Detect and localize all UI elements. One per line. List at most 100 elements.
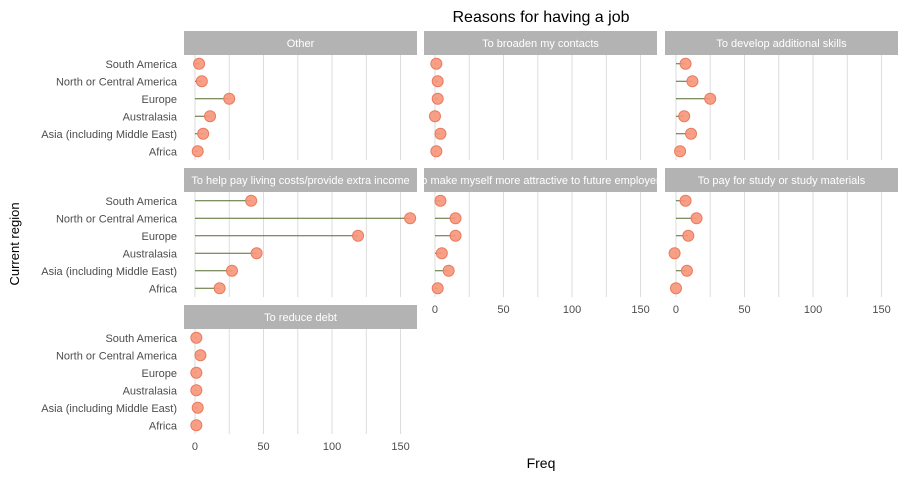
panel-to-pay-for-study-or-study-materials: To pay for study or study materials 0 50 10…	[665, 168, 898, 316]
lollipop-point	[213, 282, 226, 295]
y-tick-label: Asia (including Middle East)	[41, 266, 177, 278]
lollipop-point	[431, 75, 444, 88]
lollipop-point	[190, 366, 203, 379]
lollipop-point	[669, 282, 682, 295]
x-tick-label: 100	[804, 304, 822, 316]
facet-strip-label: To broaden my contacts	[482, 38, 599, 50]
lollipop-point	[225, 264, 238, 277]
facet-strip	[184, 31, 417, 55]
lollipop-point	[449, 229, 462, 242]
y-tick-label: Africa	[149, 146, 178, 158]
lollipop-point	[434, 127, 447, 140]
x-tick-label: 150	[631, 304, 649, 316]
x-axis-title: Freq	[527, 455, 556, 471]
y-tick-label: Africa	[149, 420, 178, 432]
x-tick-label: 0	[673, 304, 679, 316]
x-tick-label: 50	[497, 304, 509, 316]
y-tick-label: Australasia	[123, 248, 178, 260]
gridlines	[675, 55, 883, 160]
lollipop-point	[442, 264, 455, 277]
facet-strip	[424, 168, 657, 192]
lollipop-point	[190, 419, 203, 432]
lollipop-point	[191, 145, 204, 158]
panel-to-make-myself-more-attractive-to-future-employers: To make myself more attractive to future…	[416, 168, 666, 316]
gridlines	[434, 55, 642, 160]
lollipop-point	[435, 247, 448, 260]
lollipop-point	[434, 194, 447, 207]
y-tick-label: North or Central America	[56, 76, 178, 88]
gridlines	[194, 55, 402, 160]
panel-other: Other South America North or Central Ameri…	[41, 31, 417, 160]
x-tick-label: 150	[872, 304, 890, 316]
facet-strip	[424, 31, 657, 55]
lollipop-point	[250, 247, 263, 260]
gridlines	[194, 192, 402, 297]
y-tick-label: North or Central America	[56, 213, 178, 225]
lollipop-point	[223, 92, 236, 105]
lollipop-point	[674, 145, 687, 158]
y-tick-label: Europe	[142, 94, 177, 106]
facet-strip	[665, 168, 898, 192]
facet-strip	[184, 305, 417, 329]
facet-strip	[184, 168, 417, 192]
lollipop-point	[195, 75, 208, 88]
gridlines	[194, 329, 402, 434]
x-tick-label: 50	[257, 441, 269, 453]
panel-to-help-pay-living-costs-provide-extra-income: To help pay living costs/provide extra i…	[41, 168, 417, 297]
panel-to-broaden-my-contacts: To broaden my contacts	[424, 31, 657, 160]
chart-title: Reasons for having a job	[453, 9, 630, 26]
y-tick-label: North or Central America	[56, 350, 178, 362]
y-tick-label: South America	[105, 333, 177, 345]
facet-panels: Other South America North or Central Ameri…	[41, 31, 898, 453]
y-tick-label: Asia (including Middle East)	[41, 129, 177, 141]
lollipop-point	[704, 92, 717, 105]
facet-strip-label: Other	[287, 38, 315, 50]
lollipop-point	[194, 349, 207, 362]
facet-strip-label: To make myself more attractive to future…	[416, 175, 666, 187]
y-axis-title: Current region	[7, 202, 22, 285]
gridlines	[675, 192, 883, 297]
facet-strip-label: To develop additional skills	[716, 38, 847, 50]
y-tick-label: South America	[105, 196, 177, 208]
y-tick-label: Australasia	[123, 385, 178, 397]
lollipop-point	[428, 110, 441, 123]
lollipop-point	[191, 401, 204, 414]
lollipop-point	[245, 194, 258, 207]
lollipop-point	[679, 194, 692, 207]
lollipop-point	[431, 92, 444, 105]
facet-strip	[665, 31, 898, 55]
y-tick-label: Africa	[149, 283, 178, 295]
y-tick-label: South America	[105, 59, 177, 71]
panel-to-develop-additional-skills: To develop additional skills	[665, 31, 898, 160]
lollipop-point	[190, 331, 203, 344]
panel-to-reduce-debt: To reduce debt South America North or Cent…	[41, 305, 417, 453]
lollipop-point	[197, 127, 210, 140]
lollipop-point	[204, 110, 217, 123]
lollipop-point	[679, 57, 692, 70]
y-tick-label: Europe	[142, 231, 177, 243]
x-tick-label: 100	[563, 304, 581, 316]
lollipop-point	[449, 212, 462, 225]
y-tick-label: Asia (including Middle East)	[41, 403, 177, 415]
lollipop-point	[678, 110, 691, 123]
lollipop-point	[352, 229, 365, 242]
lollipop-point	[690, 212, 703, 225]
lollipop-point	[686, 75, 699, 88]
x-tick-label: 100	[323, 441, 341, 453]
lollipop-point	[430, 145, 443, 158]
lollipop-point	[193, 57, 206, 70]
x-tick-label: 50	[738, 304, 750, 316]
gridlines	[434, 192, 642, 297]
facet-strip-label: To pay for study or study materials	[698, 175, 866, 187]
lollipop-point	[668, 247, 681, 260]
x-tick-label: 0	[432, 304, 438, 316]
lollipop-point	[685, 127, 698, 140]
y-tick-label: Europe	[142, 368, 177, 380]
facet-strip-label: To help pay living costs/provide extra i…	[191, 175, 409, 187]
facet-strip-label: To reduce debt	[264, 312, 337, 324]
lollipop-point	[682, 229, 695, 242]
lollipop-point	[680, 264, 693, 277]
lollipop-point	[404, 212, 417, 225]
lollipop-point	[190, 384, 203, 397]
